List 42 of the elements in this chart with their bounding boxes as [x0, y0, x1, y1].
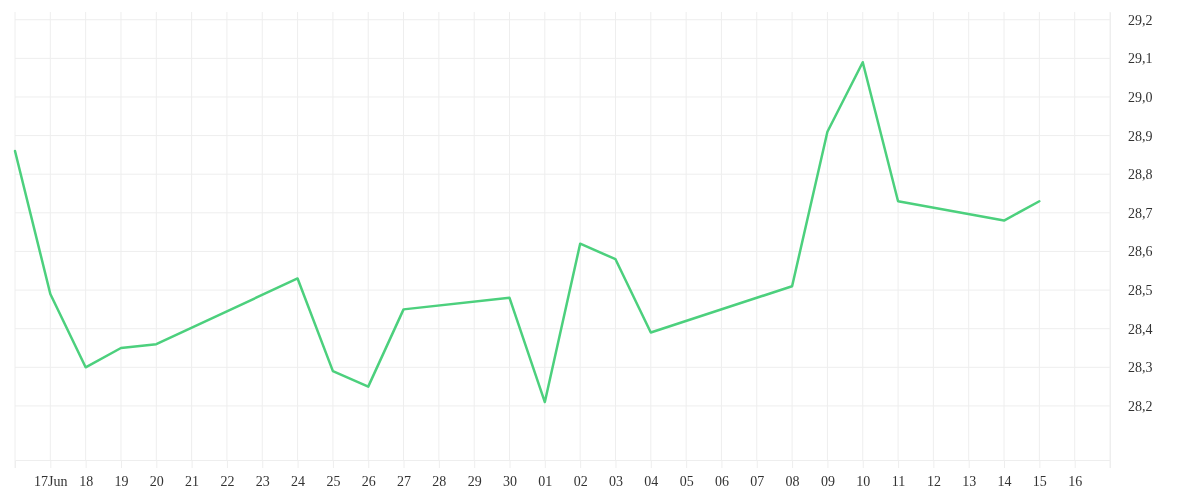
x-tick-label: 14: [997, 473, 1012, 489]
y-tick-label: 28,4: [1128, 321, 1153, 337]
x-tick-label: 28: [432, 473, 447, 489]
y-tick-label: 28,2: [1128, 398, 1153, 414]
x-tick-label: 19: [114, 473, 129, 489]
line-series: [13, 60, 1041, 404]
x-tick-label: 13: [962, 473, 977, 489]
x-tick-label: 20: [149, 473, 164, 489]
y-tick-label: 28,8: [1128, 167, 1153, 183]
y-tick-label: 28,6: [1128, 244, 1153, 260]
y-tick-label: 28,7: [1128, 205, 1153, 221]
x-tick-label: 29: [467, 473, 482, 489]
x-tick-label: 05: [679, 473, 694, 489]
x-tick-label: 21: [185, 473, 200, 489]
x-tick-label: 01: [538, 473, 553, 489]
x-tick-label: 03: [608, 473, 623, 489]
x-tick-label: 07: [750, 473, 765, 489]
x-tick-label: 09: [820, 473, 835, 489]
x-tick-label: 10: [856, 473, 871, 489]
x-tick-label: 06: [714, 473, 729, 489]
x-tick-label: 30: [503, 473, 518, 489]
y-tick-label: 29,2: [1128, 12, 1153, 28]
x-tick-label: 24: [291, 473, 306, 489]
x-tick-label: 26: [361, 473, 376, 489]
x-tick-label: 16: [1068, 473, 1083, 489]
y-tick-label: 28,9: [1128, 128, 1153, 144]
y-tick-label: 28,5: [1128, 283, 1153, 299]
x-tick-label: 27: [397, 473, 412, 489]
x-tick-label: 23: [255, 473, 270, 489]
x-tick-label: 12: [926, 473, 941, 489]
x-tick-label: 25: [326, 473, 341, 489]
x-tick-label: 08: [785, 473, 800, 489]
x-tick-label: 15: [1032, 473, 1047, 489]
x-tick-label: 11: [891, 473, 906, 489]
y-tick-label: 28,3: [1128, 360, 1153, 376]
y-tick-label: 29,1: [1128, 51, 1153, 67]
y-tick-label: 29,0: [1128, 89, 1153, 105]
x-tick-label: 02: [573, 473, 588, 489]
x-tick-label: 17Jun: [34, 473, 68, 489]
x-tick-label: 04: [644, 473, 659, 489]
x-tick-label: 18: [79, 473, 94, 489]
x-tick-label: 22: [220, 473, 235, 489]
